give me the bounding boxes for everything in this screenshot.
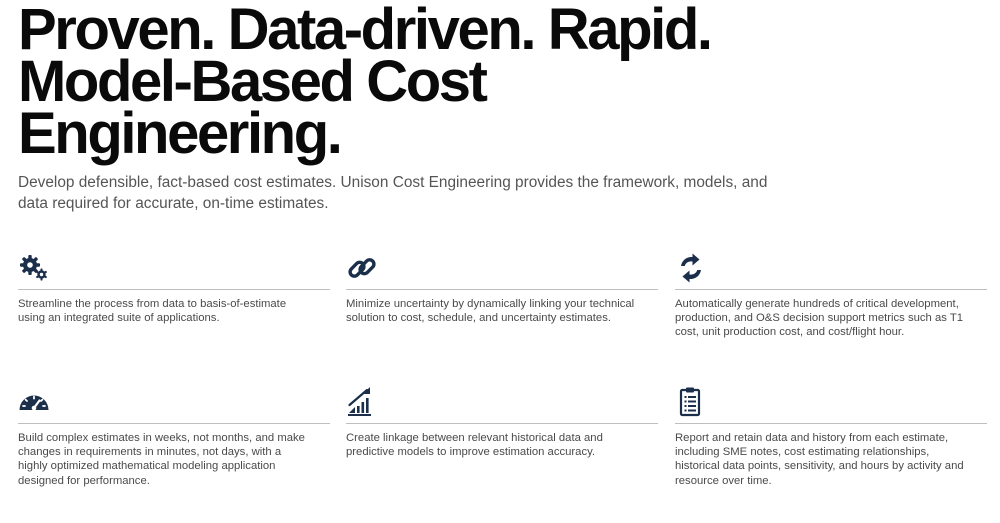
link-icon (346, 252, 378, 284)
hero-title-line-2: Model-Based Cost (18, 49, 488, 114)
feature-historical-linkage: Create linkage between relevant historic… (346, 386, 658, 458)
feature-divider (346, 289, 658, 290)
feature-description: Report and retain data and history from … (675, 432, 964, 487)
clipboard-icon (675, 386, 707, 418)
feature-divider (675, 423, 987, 424)
feature-description: Create linkage between relevant historic… (346, 432, 603, 459)
feature-divider (346, 423, 658, 424)
feature-report-retain: Report and retain data and history from … (675, 386, 987, 487)
feature-performance: Build complex estimates in weeks, not mo… (18, 386, 330, 487)
feature-divider (18, 289, 330, 290)
feature-divider (18, 423, 330, 424)
feature-dynamic-linking: Minimize uncertainty by dynamically link… (346, 252, 658, 324)
hero-title-line-1: Proven. Data-driven. Rapid. (18, 0, 713, 62)
feature-divider (675, 289, 987, 290)
feature-description: Streamline the process from data to basi… (18, 298, 287, 325)
feature-description: Automatically generate hundreds of criti… (675, 298, 964, 339)
intro-paragraph: Develop defensible, fact-based cost esti… (18, 174, 768, 212)
feature-integrated-suite: Streamline the process from data to basi… (18, 252, 330, 324)
feature-decision-metrics: Automatically generate hundreds of criti… (675, 252, 987, 338)
feature-description: Minimize uncertainty by dynamically link… (346, 298, 635, 325)
growth-chart-icon (346, 386, 378, 418)
hero-title: Proven. Data-driven. Rapid. Model-Based … (18, 0, 978, 166)
speedometer-icon (18, 386, 50, 418)
sync-arrows-icon (675, 252, 707, 284)
feature-description: Build complex estimates in weeks, not mo… (18, 432, 305, 487)
gears-icon (18, 252, 50, 284)
hero-title-line-3: Engineering. (18, 101, 343, 166)
